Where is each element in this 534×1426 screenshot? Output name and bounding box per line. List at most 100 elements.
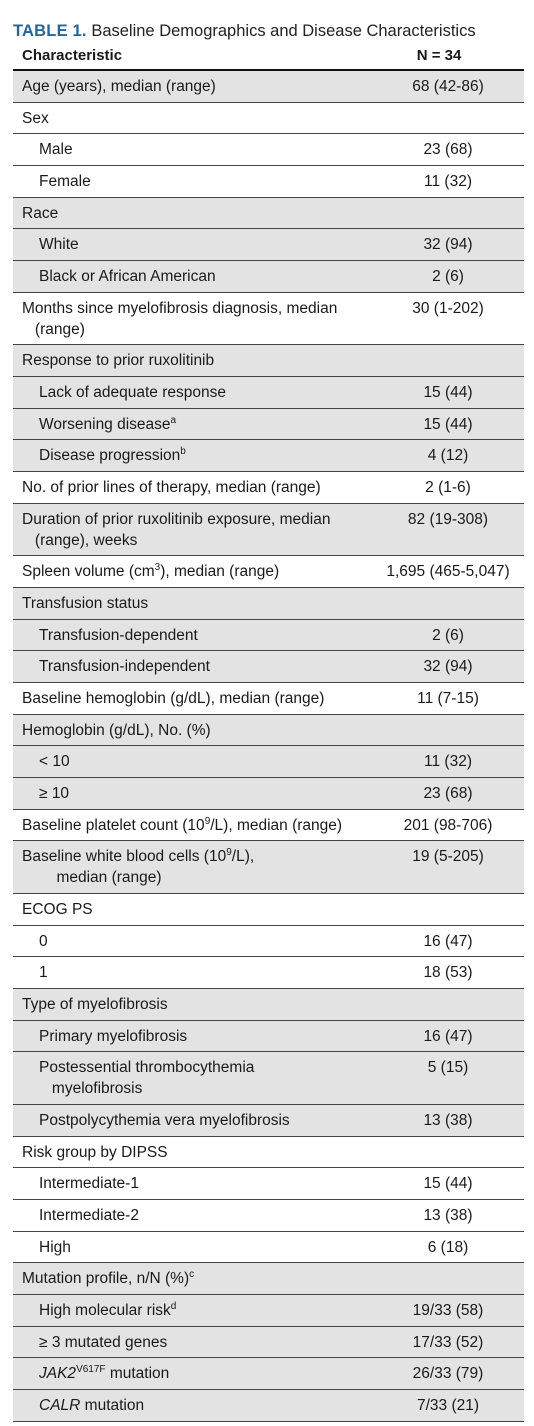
row-value: 15 (44) bbox=[423, 415, 473, 433]
row-value: 68 (42-86) bbox=[412, 78, 484, 95]
row-label: ≥ 3 mutated genes bbox=[39, 1332, 374, 1353]
row-value: 30 (1-202) bbox=[412, 299, 484, 317]
row-label: Mutation profile, n/N (%)c bbox=[22, 1268, 374, 1289]
row-label: Intermediate-2 bbox=[39, 1205, 374, 1226]
row-label-suffix: ), median (range) bbox=[160, 563, 280, 581]
row-label-text: Female bbox=[39, 173, 91, 191]
row-label-text: Transfusion status bbox=[22, 594, 149, 612]
row-label-superscript: c bbox=[189, 1269, 195, 1281]
row-label-text: Baseline platelet count (10 bbox=[22, 816, 205, 834]
row-label: Response to prior ruxolitinib bbox=[22, 350, 374, 371]
table-row: Primary myelofibrosis 16 (47) bbox=[13, 1020, 524, 1053]
row-value: 18 (53) bbox=[423, 964, 473, 982]
table-row: 1 18 (53) bbox=[13, 957, 524, 989]
table-row: Response to prior ruxolitinib bbox=[13, 345, 524, 377]
row-label-text: ≥ 3 mutated genes bbox=[39, 1333, 168, 1351]
table-row: Duration of prior ruxolitinib exposure, … bbox=[13, 503, 524, 557]
row-label: Primary myelofibrosis bbox=[39, 1026, 374, 1047]
row-label: Worsening diseasea bbox=[39, 414, 374, 435]
row-label: Postpolycythemia vera myelofibrosis bbox=[39, 1110, 374, 1131]
row-value: 2 (6) bbox=[432, 626, 464, 644]
row-value: 201 (98-706) bbox=[403, 816, 493, 834]
row-label-text: ≥ 10 bbox=[39, 785, 70, 803]
row-label-text: Duration of prior ruxolitinib exposure, … bbox=[22, 510, 331, 549]
row-value: 16 (47) bbox=[423, 932, 473, 950]
row-label-superscript: a bbox=[170, 414, 177, 426]
row-label-text: ECOG PS bbox=[22, 900, 93, 918]
row-value: 7/33 (21) bbox=[416, 1397, 480, 1415]
table-row: 0 16 (47) bbox=[13, 926, 524, 958]
table-row: High molecular riskd 19/33 (58) bbox=[13, 1295, 524, 1327]
row-label: Duration of prior ruxolitinib exposure, … bbox=[22, 509, 374, 551]
row-label-text: Mutation profile, n/N (%) bbox=[22, 1270, 190, 1288]
table-row: Risk group by DIPSS bbox=[13, 1137, 524, 1169]
table-row: Type of myelofibrosis bbox=[13, 989, 524, 1021]
row-label-text: High bbox=[39, 1238, 71, 1256]
table-row: Baseline platelet count (109/L), median … bbox=[13, 810, 524, 842]
table-row: JAK2V617F mutation 26/33 (79) bbox=[13, 1358, 524, 1391]
table-row: ≥ 10 23 (68) bbox=[13, 778, 524, 810]
row-label: Intermediate-1 bbox=[39, 1173, 374, 1194]
row-label: Postessential thrombocythemia myelofibro… bbox=[39, 1057, 374, 1099]
row-label: CALR mutation bbox=[39, 1395, 374, 1416]
table-title: Baseline Demographics and Disease Charac… bbox=[91, 22, 476, 40]
row-value: 19/33 (58) bbox=[412, 1302, 484, 1319]
row-label-text: Intermediate-1 bbox=[39, 1175, 139, 1193]
table-row: Transfusion-independent 32 (94) bbox=[13, 651, 524, 683]
header-characteristic: Characteristic bbox=[22, 47, 123, 64]
table-body: Age (years), median (range) 68 (42-86) Sex… bbox=[13, 71, 524, 1422]
row-label: Transfusion status bbox=[22, 593, 374, 614]
row-label-text: Baseline white blood cells (10 bbox=[22, 848, 227, 866]
row-value: 19 (5-205) bbox=[412, 848, 484, 866]
row-label-text: Black or African American bbox=[39, 268, 216, 286]
table-row: ≥ 3 mutated genes 17/33 (52) bbox=[13, 1326, 524, 1359]
table-row: Intermediate-1 15 (44) bbox=[13, 1168, 524, 1200]
row-value: 26/33 (79) bbox=[412, 1365, 484, 1383]
header-n: N = 34 bbox=[416, 47, 462, 64]
table-row: Months since myelofibrosis diagnosis, me… bbox=[13, 293, 524, 346]
table-row: ECOG PS bbox=[13, 894, 524, 926]
table-caption: TABLE 1. Baseline Demographics and Disea… bbox=[13, 20, 528, 42]
row-label: Female bbox=[39, 171, 374, 192]
table-row: Postessential thrombocythemia myelofibro… bbox=[13, 1052, 524, 1105]
row-label-text: Months since myelofibrosis diagnosis, me… bbox=[22, 299, 338, 338]
row-label-text: High molecular risk bbox=[39, 1302, 171, 1319]
row-value: 13 (38) bbox=[423, 1111, 473, 1129]
table-row: Hemoglobin (g/dL), No. (%) bbox=[13, 714, 524, 747]
row-label-text: Sex bbox=[22, 109, 49, 127]
table-row: Spleen volume (cm3), median (range) 1,695… bbox=[13, 556, 524, 588]
table-row: White 32 (94) bbox=[13, 229, 524, 262]
row-label: < 10 bbox=[39, 751, 374, 772]
row-label-text: Lack of adequate response bbox=[39, 384, 226, 401]
row-value: 5 (15) bbox=[427, 1059, 469, 1077]
row-label: Months since myelofibrosis diagnosis, me… bbox=[22, 298, 374, 340]
row-label: Sex bbox=[22, 108, 374, 129]
row-label: Baseline white blood cells (109/L), medi… bbox=[22, 846, 374, 888]
table-row: High 6 (18) bbox=[13, 1232, 524, 1264]
row-label: High bbox=[39, 1237, 374, 1258]
table-row: Black or African American 2 (6) bbox=[13, 261, 524, 293]
row-label-text: White bbox=[39, 236, 79, 254]
row-label-text: No. of prior lines of therapy, median (r… bbox=[22, 479, 321, 497]
table-row: Female 11 (32) bbox=[13, 166, 524, 198]
row-value: 11 (32) bbox=[424, 753, 472, 771]
row-label-text: Male bbox=[39, 141, 73, 159]
row-label: Transfusion-dependent bbox=[39, 625, 374, 646]
row-value: 6 (18) bbox=[427, 1238, 469, 1256]
row-label-text: Transfusion-dependent bbox=[39, 626, 198, 644]
row-label: Transfusion-independent bbox=[39, 656, 374, 677]
row-label-suffix: mutation bbox=[105, 1365, 170, 1383]
row-label-superscript: 9 bbox=[204, 815, 211, 827]
row-value: 16 (47) bbox=[423, 1027, 473, 1045]
row-value: 23 (68) bbox=[423, 141, 473, 159]
row-label-text: 0 bbox=[39, 932, 48, 950]
row-value: 15 (44) bbox=[423, 384, 473, 401]
table-row: Baseline white blood cells (109/L), medi… bbox=[13, 841, 524, 894]
row-label-text: Baseline hemoglobin (g/dL), median (rang… bbox=[22, 690, 325, 707]
row-label: Age (years), median (range) bbox=[22, 76, 374, 97]
row-label: Hemoglobin (g/dL), No. (%) bbox=[22, 720, 374, 741]
row-label-text: Primary myelofibrosis bbox=[39, 1027, 188, 1045]
row-label: JAK2V617F mutation bbox=[39, 1363, 374, 1384]
row-label-superscript: V617F bbox=[76, 1364, 106, 1376]
